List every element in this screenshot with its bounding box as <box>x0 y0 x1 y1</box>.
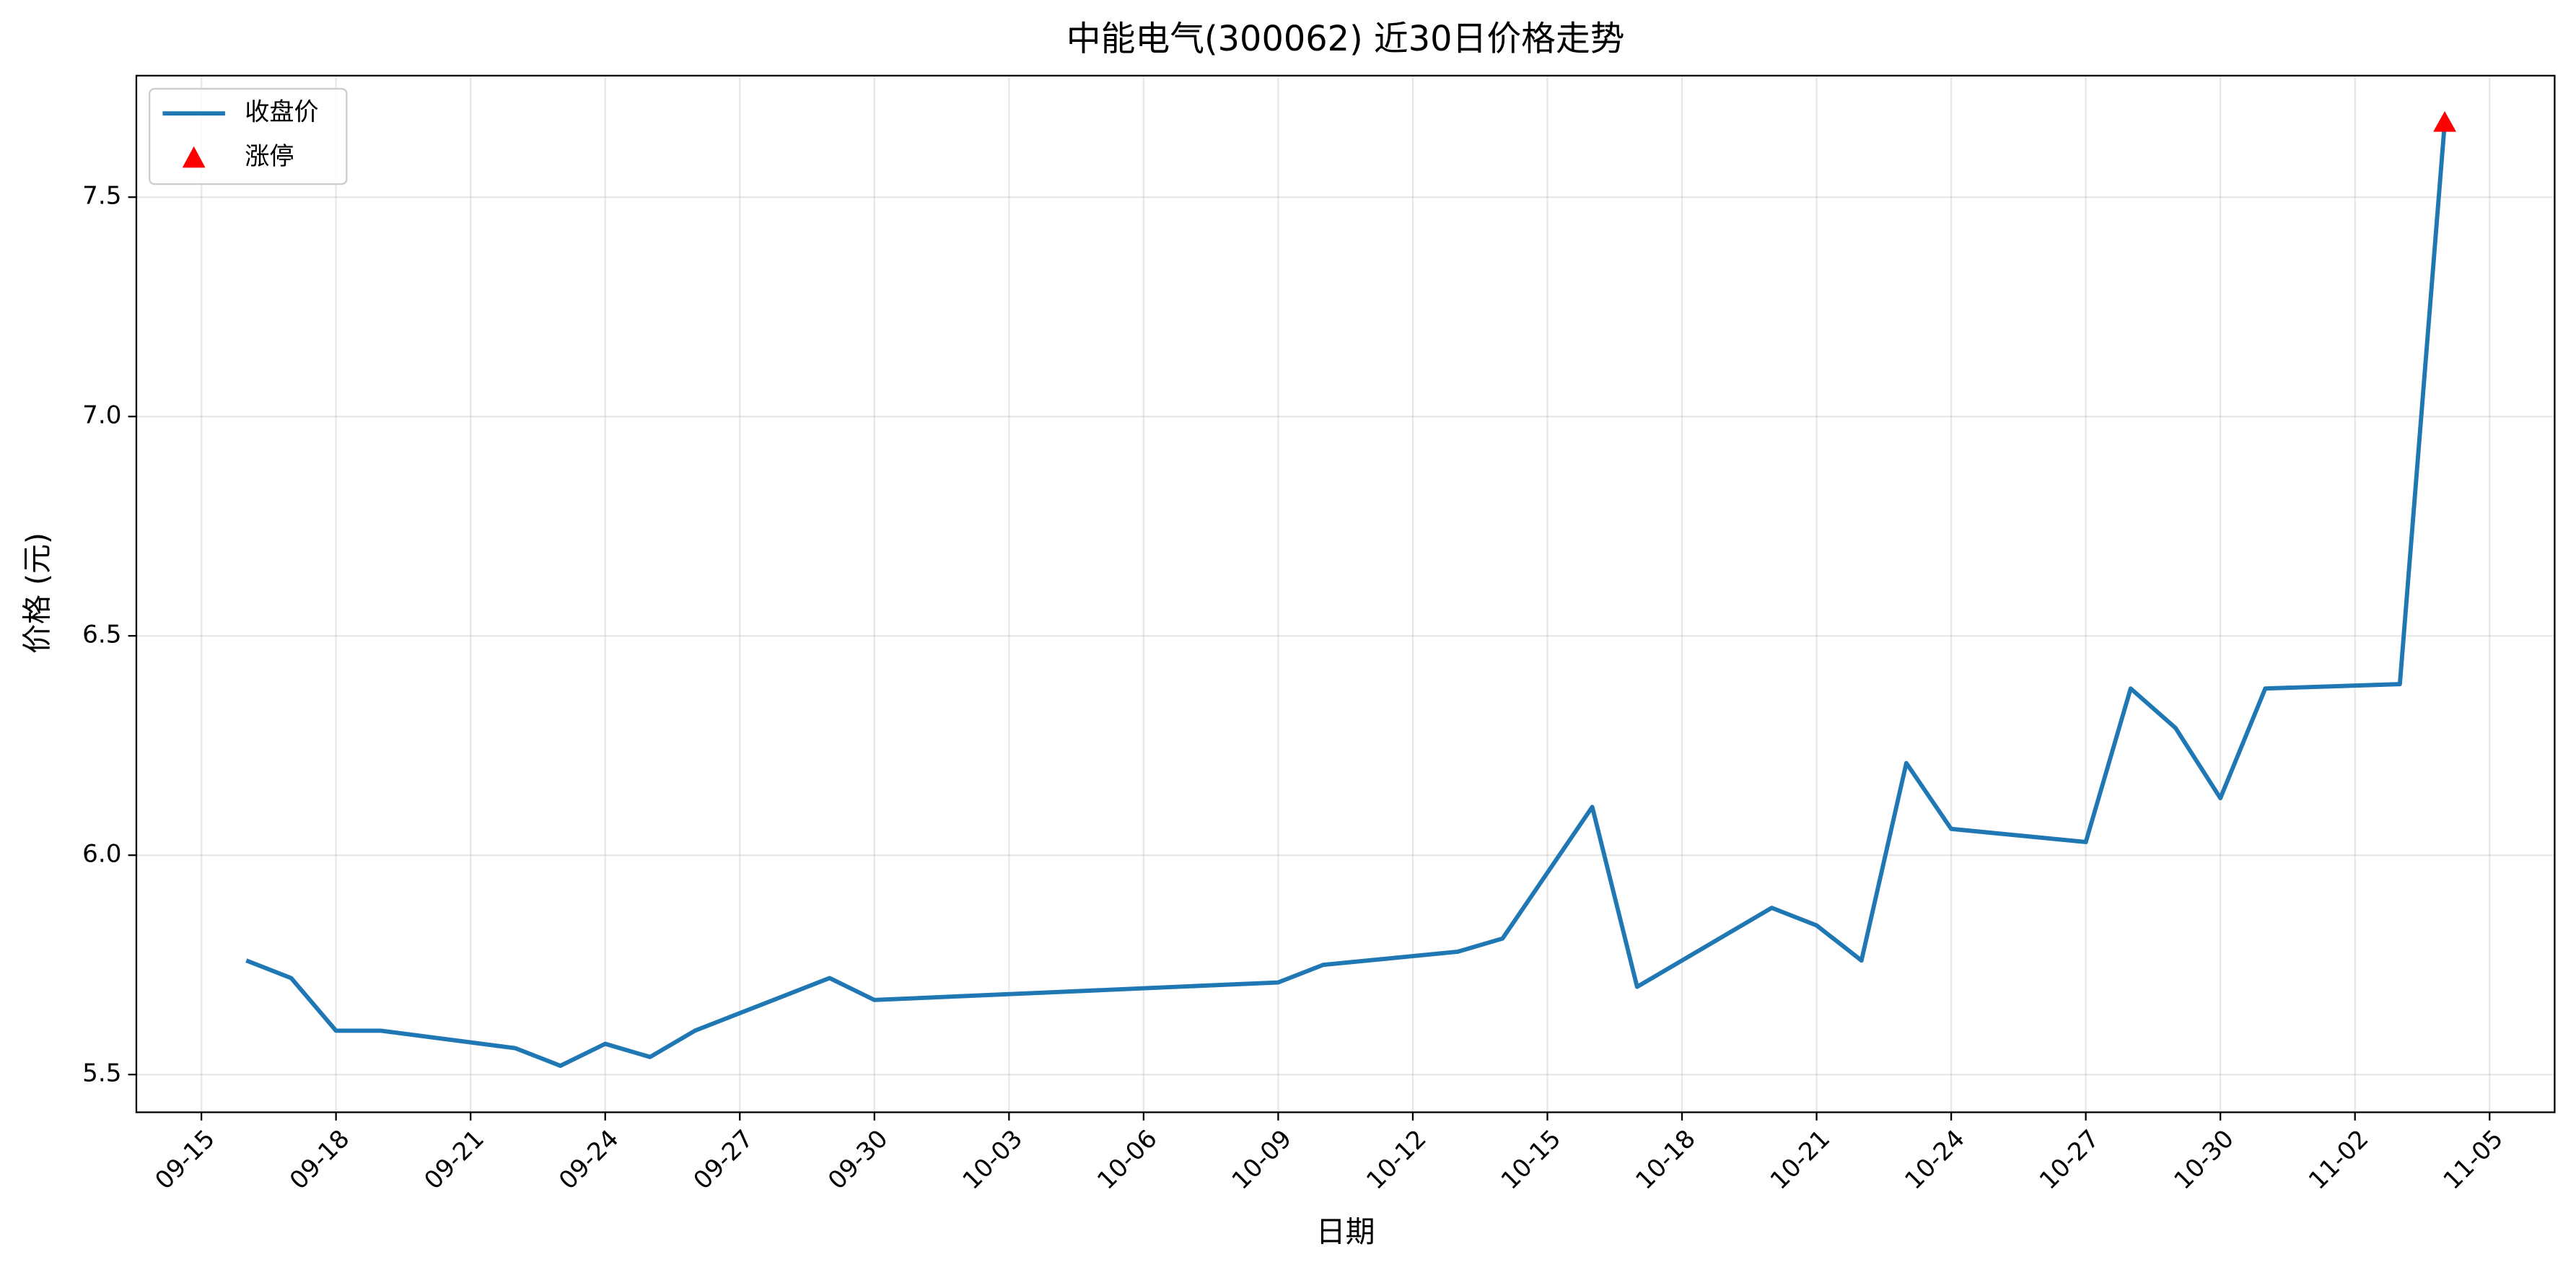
price-line <box>245 122 2448 1068</box>
x-tick-label: 10-24 <box>1899 1124 1970 1195</box>
plot-frame <box>135 74 2556 1113</box>
y-tick-label: 7.5 <box>82 182 121 211</box>
y-tick-label: 5.5 <box>82 1059 121 1088</box>
x-tick-label: 10-09 <box>1227 1124 1297 1195</box>
x-tick-label: 09-18 <box>284 1124 355 1195</box>
x-tick-label: 09-27 <box>688 1124 759 1195</box>
legend-label: 收盘价 <box>245 98 318 127</box>
x-tick-label: 09-30 <box>823 1124 893 1195</box>
x-tick-label: 10-03 <box>958 1124 1028 1195</box>
x-tick-label: 09-15 <box>149 1124 220 1195</box>
x-tick-label: 10-15 <box>1496 1124 1567 1195</box>
x-tick-label: 11-05 <box>2438 1124 2509 1195</box>
limit-up-marker <box>2433 110 2457 132</box>
x-tick-label: 10-21 <box>1765 1124 1836 1195</box>
x-tick-label: 10-06 <box>1092 1124 1162 1195</box>
y-tick-label: 6.0 <box>82 840 121 869</box>
x-tick-label: 11-02 <box>2303 1124 2374 1195</box>
x-tick-label: 10-30 <box>2168 1124 2239 1195</box>
y-tick-label: 6.5 <box>82 621 121 649</box>
x-tick-label: 10-12 <box>1361 1124 1432 1195</box>
x-axis-label: 日期 <box>1316 1214 1375 1249</box>
y-tick-label: 7.0 <box>82 401 121 430</box>
x-tick-label: 09-21 <box>419 1124 490 1195</box>
x-tick-label: 10-27 <box>2034 1124 2105 1195</box>
y-axis-label: 价格 (元) <box>20 533 55 654</box>
legend-label: 涨停 <box>245 142 294 171</box>
chart-title: 中能电气(300062) 近30日价格走势 <box>1066 19 1625 59</box>
x-tick-label: 10-18 <box>1630 1124 1701 1195</box>
legend-marker <box>182 146 206 168</box>
x-tick-label: 09-24 <box>553 1124 624 1195</box>
